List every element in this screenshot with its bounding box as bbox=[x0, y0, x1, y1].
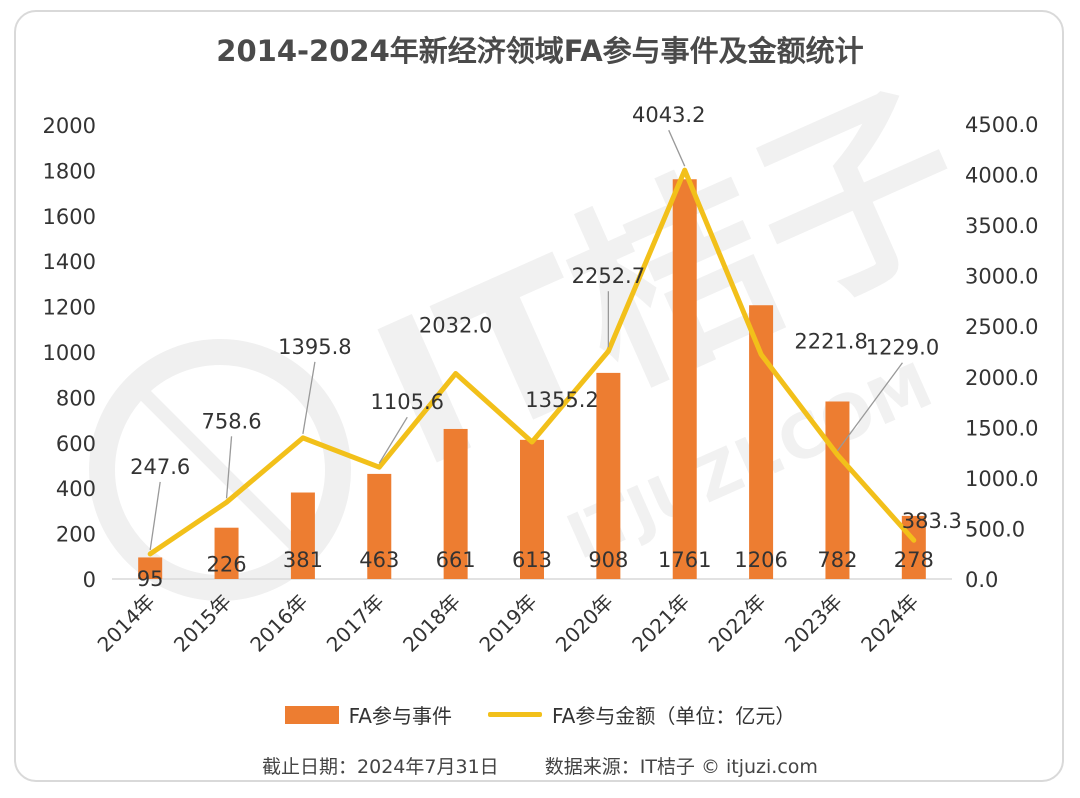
left-tick-label: 400 bbox=[56, 477, 96, 501]
right-tick-label: 2500.0 bbox=[965, 315, 1038, 339]
line-data-label: 1355.2 bbox=[525, 388, 598, 412]
footer: 截止日期：2024年7月31日 数据来源：IT桔子 © itjuzi.com bbox=[0, 752, 1080, 779]
left-tick-label: 1000 bbox=[43, 341, 96, 365]
left-tick-label: 1800 bbox=[43, 159, 96, 183]
bar-data-label: 226 bbox=[206, 552, 246, 576]
footer-date: 截止日期：2024年7月31日 bbox=[262, 756, 499, 778]
x-tick-label: 2022年 bbox=[704, 590, 771, 657]
left-tick-label: 200 bbox=[56, 523, 96, 547]
line-data-label: 2032.0 bbox=[419, 314, 492, 338]
legend-swatch-line bbox=[488, 712, 542, 717]
bar-data-label: 463 bbox=[359, 548, 399, 572]
left-tick-label: 2000 bbox=[43, 114, 96, 138]
x-axis: 2014年 2015年 2016年 2017年 2018年 2019年 2020年 2021年… bbox=[93, 590, 924, 657]
legend-item-amount: FA参与金额（单位：亿元） bbox=[488, 700, 795, 729]
bar bbox=[672, 179, 697, 580]
right-tick-label: 3500.0 bbox=[965, 214, 1038, 238]
bar-data-label: 661 bbox=[436, 548, 476, 572]
legend-item-events: FA参与事件 bbox=[284, 700, 452, 729]
right-axis: 0.0 500.0 1000.0 1500.0 2000.0 2500.0 3000.0 35… bbox=[965, 113, 1038, 592]
line-data-label: 758.6 bbox=[201, 409, 261, 433]
bar bbox=[901, 515, 926, 579]
right-tick-label: 3000.0 bbox=[965, 265, 1038, 289]
bar bbox=[596, 372, 621, 579]
leader-line bbox=[668, 129, 686, 167]
bar bbox=[290, 492, 315, 579]
bar bbox=[825, 401, 850, 579]
bar-data-label: 782 bbox=[817, 548, 857, 572]
legend-label-amount: FA参与金额（单位：亿元） bbox=[552, 704, 796, 728]
bar bbox=[367, 473, 392, 579]
bar bbox=[749, 305, 774, 579]
right-tick-label: 1500.0 bbox=[965, 416, 1038, 440]
leader-line bbox=[378, 416, 408, 464]
line-data-label: 247.6 bbox=[130, 455, 190, 479]
line-data-label: 383.3 bbox=[902, 509, 962, 533]
bar-series bbox=[138, 179, 926, 580]
bar bbox=[138, 557, 163, 579]
leader-line bbox=[302, 361, 316, 434]
bar-data-label: 1206 bbox=[734, 548, 787, 572]
leader-line bbox=[225, 436, 233, 499]
left-axis: 0 200 400 600 800 1000 1200 1400 1600 1800 2000 bbox=[43, 114, 96, 592]
left-tick-label: 0 bbox=[83, 568, 96, 592]
right-tick-label: 500.0 bbox=[965, 517, 1025, 541]
right-tick-label: 0.0 bbox=[965, 568, 998, 592]
legend-swatch-bar bbox=[284, 705, 339, 724]
chart-frame bbox=[14, 10, 1064, 782]
x-tick-label: 2018年 bbox=[398, 590, 465, 657]
footer-source: 数据来源：IT桔子 © itjuzi.com bbox=[544, 756, 818, 778]
left-tick-label: 1600 bbox=[43, 205, 96, 229]
bar bbox=[214, 527, 239, 579]
x-tick-label: 2021年 bbox=[627, 590, 694, 657]
line-labels: 247.6 758.6 1395.8 1105.6 2032.0 1355.2 2252.7… bbox=[130, 103, 962, 551]
x-tick-label: 2023年 bbox=[780, 590, 847, 657]
watermark-logo-slash bbox=[135, 385, 305, 555]
bar-data-label: 1761 bbox=[658, 548, 711, 572]
leader-line bbox=[836, 362, 903, 452]
x-tick-label: 2016年 bbox=[245, 590, 312, 657]
line-data-label: 2252.7 bbox=[572, 264, 645, 288]
bar-data-label: 278 bbox=[894, 548, 934, 572]
x-tick-label: 2014年 bbox=[93, 590, 160, 657]
left-tick-label: 800 bbox=[56, 386, 96, 410]
leader-line bbox=[149, 481, 161, 551]
right-tick-label: 4000.0 bbox=[965, 164, 1038, 188]
x-tick-label: 2017年 bbox=[322, 590, 389, 657]
right-tick-label: 4500.0 bbox=[965, 113, 1038, 137]
bar bbox=[520, 439, 544, 579]
bar-labels: 95 226 381 463 661 613 908 1761 1206 782 278 bbox=[137, 548, 934, 591]
bar-data-label: 613 bbox=[512, 548, 552, 572]
bar-data-label: 381 bbox=[283, 548, 323, 572]
bar-data-label: 908 bbox=[588, 548, 628, 572]
x-tick-label: 2024年 bbox=[856, 590, 923, 657]
right-tick-label: 2000.0 bbox=[965, 366, 1038, 390]
left-tick-label: 1200 bbox=[43, 296, 96, 320]
line-series bbox=[147, 167, 917, 557]
watermark: IT桔子ITJUZI.COM bbox=[89, 53, 998, 601]
line-data-label: 1105.6 bbox=[371, 390, 444, 414]
legend: FA参与事件 FA参与金额（单位：亿元） bbox=[0, 700, 1080, 729]
left-tick-label: 600 bbox=[56, 432, 96, 456]
bar bbox=[443, 428, 468, 579]
line-data-label: 2221.8 bbox=[794, 329, 867, 353]
legend-label-events: FA参与事件 bbox=[348, 704, 452, 728]
x-tick-label: 2019年 bbox=[474, 590, 541, 657]
chart-title: 2014-2024年新经济领域FA参与事件及金额统计 bbox=[216, 34, 864, 68]
right-tick-label: 1000.0 bbox=[965, 467, 1038, 491]
x-tick-label: 2020年 bbox=[551, 590, 618, 657]
line-data-label: 1395.8 bbox=[278, 335, 351, 359]
line-data-label: 1229.0 bbox=[866, 336, 939, 360]
left-tick-label: 1400 bbox=[43, 250, 96, 274]
line-data-label: 4043.2 bbox=[632, 103, 705, 127]
bar-data-label: 95 bbox=[137, 567, 164, 591]
watermark-logo-ring bbox=[89, 339, 351, 601]
